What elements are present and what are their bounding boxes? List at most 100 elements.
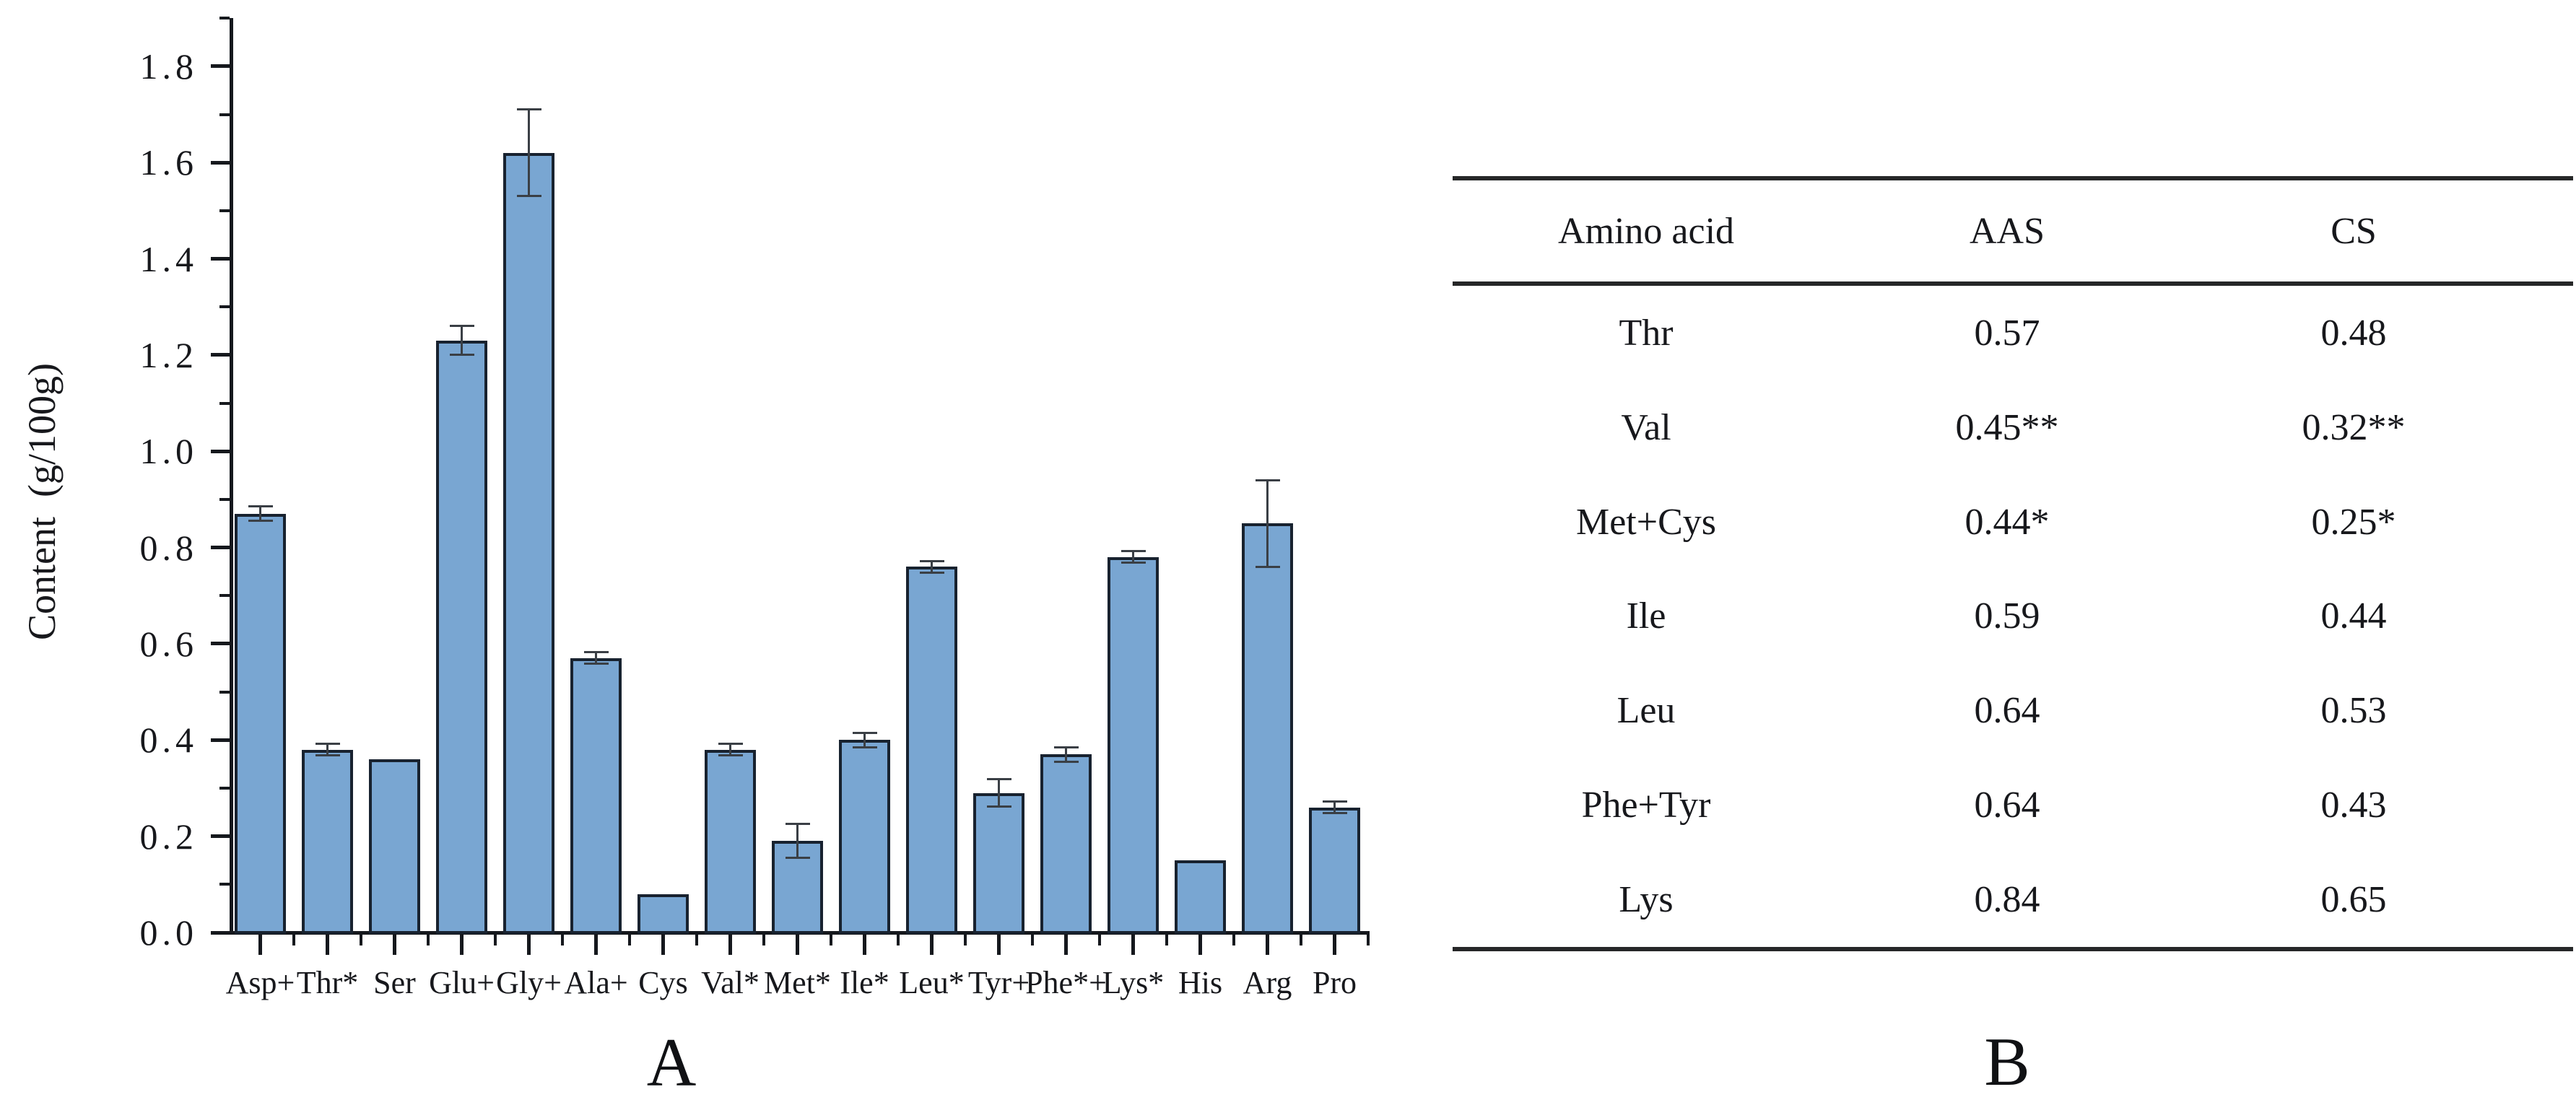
y-major-tick xyxy=(211,834,230,839)
cell-amino-acid: Phe+Tyr xyxy=(1581,785,1711,826)
error-bar-top-cap xyxy=(516,108,541,111)
x-major-tick xyxy=(1266,935,1269,955)
x-major-tick xyxy=(527,935,531,955)
error-bar-bottom-cap xyxy=(449,354,474,357)
column-header-cs: CS xyxy=(2331,210,2377,252)
x-minor-tick xyxy=(830,935,832,945)
cell-cs: 0.53 xyxy=(2320,690,2387,732)
bar-val xyxy=(705,749,756,934)
y-major-tick xyxy=(211,642,230,646)
x-minor-tick xyxy=(762,935,765,945)
cell-cs: 0.48 xyxy=(2320,312,2387,354)
bar-arg xyxy=(1242,523,1293,934)
error-bar-bottom-cap xyxy=(1121,562,1146,564)
x-major-tick xyxy=(863,935,866,955)
cell-amino-acid: Thr xyxy=(1619,312,1674,354)
error-bar-bottom-cap xyxy=(986,805,1011,808)
bar-chart-panel: Content (g/100g) A 0.0 0.2 0.4 0.6 0.8 1.0 1.2… xyxy=(20,17,1370,1101)
x-minor-tick xyxy=(1098,935,1101,945)
x-minor-tick xyxy=(1232,935,1235,945)
y-minor-tick xyxy=(219,17,230,20)
y-tick-label: 1.6 xyxy=(139,142,198,183)
bar-his xyxy=(1175,860,1226,934)
error-bar xyxy=(998,779,1000,807)
x-major-tick xyxy=(997,935,1001,955)
bar-phe xyxy=(1040,754,1092,934)
x-category-label: Ala+ xyxy=(564,965,628,1000)
y-tick-label: 1.8 xyxy=(139,45,198,87)
bar-asp xyxy=(235,513,286,934)
x-major-tick xyxy=(1131,935,1135,955)
error-bar xyxy=(1065,747,1067,762)
y-axis-line xyxy=(230,18,233,935)
cell-aas: 0.64 xyxy=(1974,690,2040,732)
x-major-tick xyxy=(930,935,934,955)
bar-glu xyxy=(436,340,487,934)
error-bar-top-cap xyxy=(919,559,944,562)
table-body: Thr 0.57 0.48 Val 0.45** 0.32** Met+Cys 0.44* 0.… xyxy=(1453,286,2573,947)
x-major-tick xyxy=(796,935,799,955)
table-row: Met+Cys 0.44* 0.25* xyxy=(1453,475,2573,569)
cell-cs: 0.25* xyxy=(2311,501,2396,543)
error-bar-bottom-cap xyxy=(248,520,273,523)
x-minor-tick xyxy=(1367,935,1370,945)
error-bar-bottom-cap xyxy=(1255,565,1280,568)
x-major-tick xyxy=(326,935,329,955)
x-minor-tick xyxy=(427,935,430,945)
error-bar-top-cap xyxy=(986,778,1011,781)
x-minor-tick xyxy=(628,935,631,945)
x-minor-tick xyxy=(1165,935,1168,945)
y-major-tick xyxy=(211,353,230,357)
error-bar-top-cap xyxy=(785,823,810,826)
bar-pro xyxy=(1309,807,1360,934)
x-major-tick xyxy=(594,935,598,955)
error-bar-bottom-cap xyxy=(718,754,743,757)
error-bar-top-cap xyxy=(583,651,609,654)
x-major-tick xyxy=(393,935,396,955)
error-bar-bottom-cap xyxy=(852,746,877,748)
y-major-tick xyxy=(211,546,230,550)
x-major-tick xyxy=(1333,935,1336,955)
cell-aas: 0.44* xyxy=(1964,501,2050,543)
x-category-label: Lys* xyxy=(1102,965,1165,1000)
panel-b-label: B xyxy=(1984,1023,2030,1100)
x-minor-tick xyxy=(964,935,967,945)
x-category-label: Gly+ xyxy=(496,965,562,1000)
bar-ser xyxy=(369,759,420,934)
error-bar-bottom-cap xyxy=(516,195,541,198)
error-bar-top-cap xyxy=(449,325,474,328)
y-minor-tick xyxy=(219,786,230,790)
bar-cys xyxy=(638,894,689,934)
bar-lys xyxy=(1108,556,1159,934)
x-major-tick xyxy=(1198,935,1202,955)
x-category-label: Tyr+ xyxy=(967,965,1030,1000)
error-bar-top-cap xyxy=(1322,800,1347,803)
cell-aas: 0.84 xyxy=(1974,879,2040,921)
y-minor-tick xyxy=(219,594,230,598)
table-header-row: Amino acid AAS CS xyxy=(1453,180,2573,281)
cell-amino-acid: Met+Cys xyxy=(1575,501,1716,543)
x-category-label: Met* xyxy=(764,965,831,1000)
y-minor-tick xyxy=(219,113,230,116)
error-bar-bottom-cap xyxy=(785,857,810,860)
table-bottom-rule xyxy=(1453,947,2573,951)
bar-ile xyxy=(839,740,890,934)
x-major-tick xyxy=(1064,935,1068,955)
x-minor-tick xyxy=(1300,935,1302,945)
panel-a-label: A xyxy=(646,1024,697,1101)
x-category-label: Val* xyxy=(701,965,760,1000)
cell-aas: 0.64 xyxy=(1974,785,2040,826)
x-minor-tick xyxy=(695,935,698,945)
x-major-tick xyxy=(661,935,665,955)
table-row: Leu 0.64 0.53 xyxy=(1453,663,2573,758)
cell-amino-acid: Leu xyxy=(1616,690,1676,732)
error-bar xyxy=(461,326,463,355)
x-category-label: Glu+ xyxy=(429,965,495,1000)
table-row: Thr 0.57 0.48 xyxy=(1453,286,2573,380)
y-major-tick xyxy=(211,930,230,935)
error-bar xyxy=(729,743,731,756)
cell-aas: 0.57 xyxy=(1974,312,2040,354)
y-axis-title: Content (g/100g) xyxy=(20,363,64,640)
y-tick-label: 0.4 xyxy=(139,720,198,761)
y-tick-label: 0.8 xyxy=(139,527,198,568)
